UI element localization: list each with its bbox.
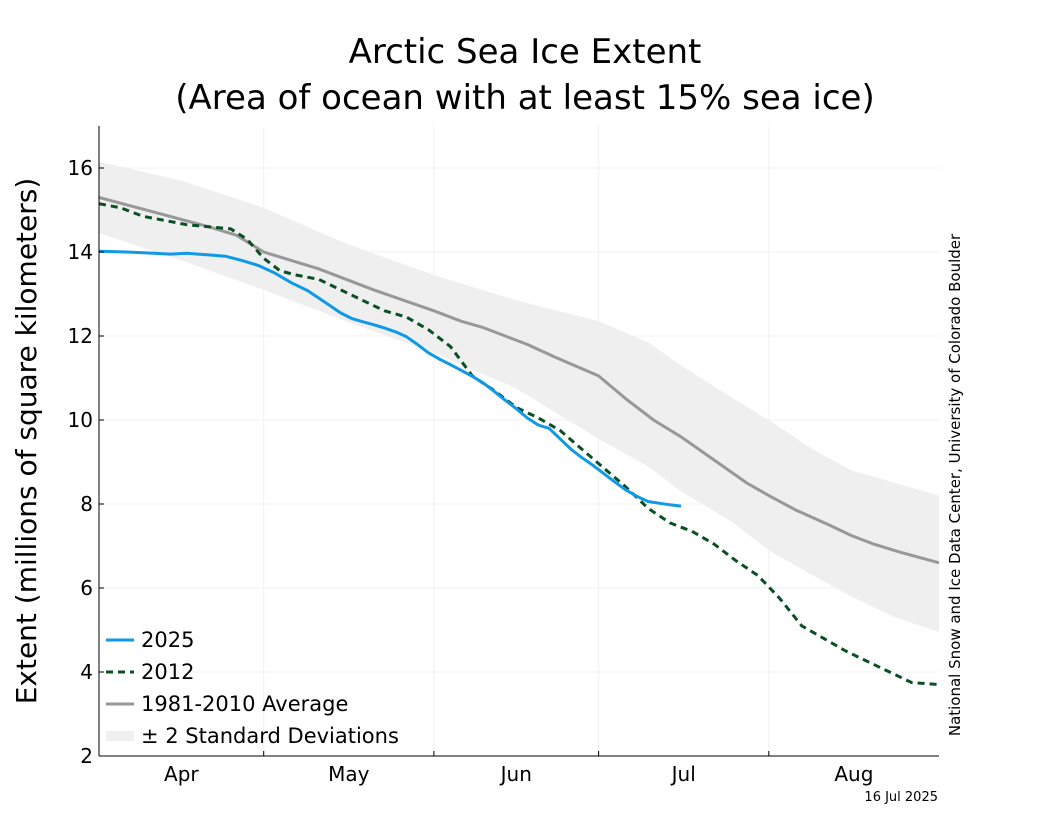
x-tick-label: Apr (164, 762, 199, 786)
chart-title-line-1: Arctic Sea Ice Extent (349, 32, 702, 72)
chart-title: Arctic Sea Ice Extent (Area of ocean wit… (175, 32, 874, 118)
x-tick-label: May (328, 762, 370, 786)
legend-label: ± 2 Standard Deviations (141, 724, 399, 748)
chart-title-line-2: (Area of ocean with at least 15% sea ice… (175, 78, 874, 118)
legend-label: 1981-2010 Average (141, 692, 348, 716)
legend-label: 2012 (141, 660, 194, 684)
x-tick-label: Jul (670, 762, 696, 786)
y-tick-label: 12 (68, 324, 93, 348)
y-tick-label: 16 (68, 156, 93, 180)
legend-swatch (106, 731, 134, 741)
y-tick-label: 8 (80, 492, 93, 516)
y-tick-label: 6 (80, 576, 93, 600)
legend: 2025 2012 1981-2010 Average ± 2 Standard De… (106, 628, 399, 748)
std-dev-band (99, 161, 939, 633)
y-tick-label: 14 (68, 240, 93, 264)
y-axis-label: Extent (millions of square kilometers) (10, 178, 43, 705)
series-line-1981-2010-average (98, 195, 940, 565)
x-tick-label: Jun (499, 762, 532, 786)
legend-label: 2025 (141, 628, 194, 652)
y-tick-label: 4 (80, 660, 93, 684)
y-tick-label: 10 (68, 408, 93, 432)
series-line-2025 (98, 249, 682, 508)
date-label: 16 Jul 2025 (864, 790, 938, 805)
source-credit: National Snow and Ice Data Center, Unive… (946, 233, 964, 736)
plot-area: 2 4 6 8 10 12 14 16 Apr May Jun Jul Aug 2025 2012 1981-… (68, 126, 940, 786)
y-tick-label: 2 (80, 744, 93, 768)
x-tick-label: Aug (834, 762, 873, 786)
series-line-2012 (98, 202, 940, 687)
